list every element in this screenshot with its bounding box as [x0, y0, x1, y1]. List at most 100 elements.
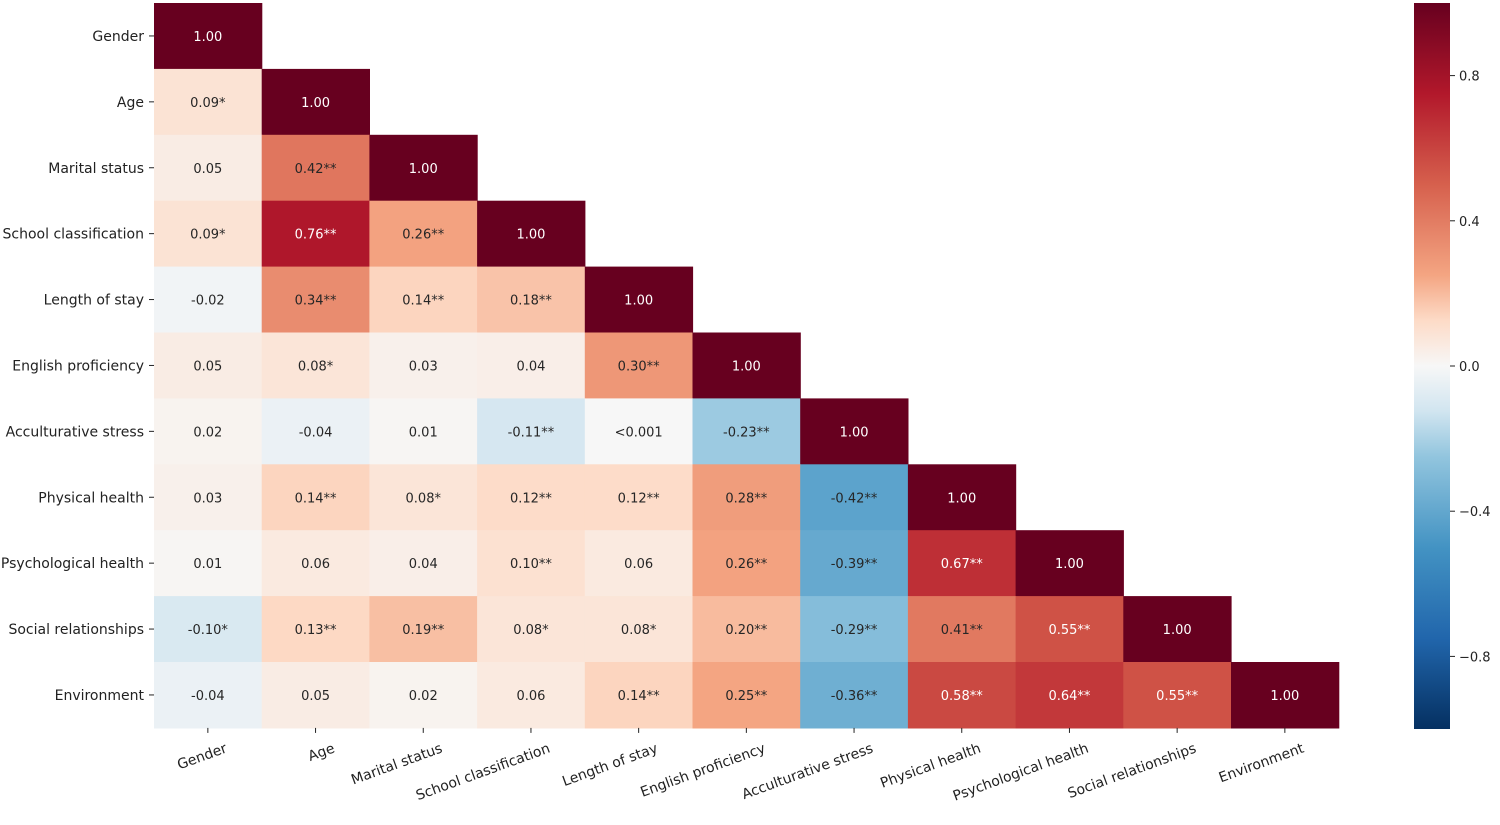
cell-label-6-3: -0.11** — [508, 425, 555, 440]
cell-label-7-2: 0.08* — [406, 491, 442, 506]
cell-label-5-2: 0.03 — [409, 359, 438, 374]
heatmap-cell-7-0 — [154, 464, 263, 531]
heatmap-cell-3-3 — [477, 200, 586, 268]
heatmap-cell-4-3 — [477, 266, 586, 334]
heatmap-cell-10-3 — [477, 662, 586, 729]
heatmap-cells: 1.00 0.09* 1.00 0.05 0.42** 1.00 0.09* 0.76** 0.… — [154, 3, 1340, 729]
heatmap-cell-7-7 — [907, 464, 1017, 531]
cell-label-8-0: 0.01 — [193, 557, 222, 572]
cell-label-9-1: 0.13** — [295, 623, 337, 638]
heatmap-cell-10-8 — [1015, 662, 1124, 729]
heatmap-cell-9-9 — [1123, 596, 1232, 663]
heatmap-cell-7-2 — [369, 464, 478, 531]
colorbar-tick-label-1: 0.4 — [1459, 215, 1480, 230]
y-label-social-relationships: Social relationships — [8, 622, 144, 638]
cell-label-10-2: 0.02 — [409, 689, 438, 704]
heatmap-cell-8-2 — [369, 530, 478, 597]
heatmap-cell-4-2 — [369, 266, 478, 334]
x-label-age: Age — [306, 741, 337, 765]
colorbar-tick-label-0: 0.8 — [1459, 70, 1480, 85]
cell-label-4-3: 0.18** — [510, 294, 552, 309]
colorbar-gradient — [1414, 3, 1450, 729]
heatmap-cell-5-3 — [477, 332, 586, 399]
heatmap-cell-10-0 — [154, 662, 263, 729]
cell-label-10-7: 0.58** — [941, 689, 983, 704]
cell-label-8-7: 0.67** — [941, 557, 983, 572]
y-axis-labels: Gender Age Marital status School classifica… — [1, 29, 154, 704]
heatmap-cell-6-2 — [369, 398, 478, 465]
heatmap-cell-3-1 — [261, 200, 370, 268]
heatmap-cell-10-10 — [1231, 662, 1340, 729]
heatmap-cell-8-1 — [261, 530, 370, 597]
cell-label-10-9: 0.55** — [1156, 689, 1198, 704]
cell-label-1-0: 0.09* — [190, 96, 226, 111]
heatmap-cell-8-3 — [477, 530, 586, 597]
y-label-age: Age — [117, 95, 144, 111]
cell-label-5-3: 0.04 — [516, 359, 545, 374]
heatmap-cell-6-6 — [800, 398, 909, 465]
heatmap-cell-4-4 — [584, 266, 694, 334]
heatmap-cell-9-8 — [1015, 596, 1124, 663]
cell-label-4-2: 0.14** — [402, 294, 444, 309]
cell-label-0-0: 1.00 — [193, 30, 222, 45]
cell-label-7-5: 0.28** — [725, 491, 767, 506]
cell-label-8-6: -0.39** — [831, 557, 878, 572]
cell-label-6-1: -0.04 — [299, 425, 333, 440]
cell-label-9-3: 0.08* — [513, 623, 549, 638]
cell-label-4-4: 1.00 — [624, 294, 653, 309]
heatmap-cell-6-5 — [692, 398, 801, 465]
cell-label-4-0: -0.02 — [191, 294, 225, 309]
cell-label-9-4: 0.08* — [621, 623, 657, 638]
cell-label-7-4: 0.12** — [618, 491, 660, 506]
y-label-school-classification: School classification — [3, 227, 144, 243]
heatmap-cell-9-7 — [907, 596, 1017, 663]
heatmap-cell-6-1 — [261, 398, 370, 465]
cell-label-9-0: -0.10* — [188, 623, 229, 638]
heatmap-cell-5-2 — [369, 332, 478, 399]
heatmap-cell-6-3 — [477, 398, 586, 465]
heatmap-cell-7-1 — [261, 464, 370, 531]
heatmap-cell-7-6 — [800, 464, 909, 531]
heatmap-cell-8-7 — [907, 530, 1017, 597]
cell-label-9-6: -0.29** — [831, 623, 878, 638]
colorbar: 0.8 0.4 0.0 −0.4 −0.8 — [1414, 3, 1491, 729]
heatmap-cell-4-0 — [154, 266, 263, 334]
cell-label-5-5: 1.00 — [732, 359, 761, 374]
cell-label-7-6: -0.42** — [831, 491, 878, 506]
heatmap-cell-1-0 — [154, 68, 263, 136]
cell-label-10-8: 0.64** — [1048, 689, 1090, 704]
heatmap-cell-8-0 — [154, 530, 263, 597]
cell-label-10-4: 0.14** — [618, 689, 660, 704]
y-label-environment: Environment — [55, 688, 145, 704]
cell-label-4-1: 0.34** — [295, 294, 337, 309]
cell-label-8-5: 0.26** — [725, 557, 767, 572]
y-label-english-proficiency: English proficiency — [12, 358, 144, 374]
heatmap-cell-2-2 — [369, 134, 478, 202]
heatmap-cell-7-3 — [477, 464, 586, 531]
heatmap-cell-9-5 — [692, 596, 801, 663]
heatmap-cell-6-4 — [584, 398, 694, 465]
cell-label-3-3: 1.00 — [516, 228, 545, 243]
cell-label-3-0: 0.09* — [190, 228, 226, 243]
cell-label-1-1: 1.00 — [301, 96, 330, 111]
y-label-acculturative-stress: Acculturative stress — [6, 424, 144, 440]
cell-label-9-2: 0.19** — [402, 623, 444, 638]
cell-label-5-1: 0.08* — [298, 359, 334, 374]
heatmap-cell-10-2 — [369, 662, 478, 729]
cell-label-7-1: 0.14** — [295, 491, 337, 506]
y-label-gender: Gender — [92, 29, 144, 45]
x-label-marital-status: Marital status — [349, 741, 444, 789]
cell-label-10-5: 0.25** — [725, 689, 767, 704]
cell-label-10-10: 1.00 — [1270, 689, 1299, 704]
heatmap-cell-10-9 — [1123, 662, 1232, 729]
heatmap-cell-5-0 — [154, 332, 263, 399]
x-label-gender: Gender — [175, 741, 229, 774]
cell-label-9-7: 0.41** — [941, 623, 983, 638]
y-label-psychological-health: Psychological health — [1, 556, 144, 572]
heatmap-cell-9-3 — [477, 596, 586, 663]
heatmap-cell-5-5 — [692, 332, 801, 399]
cell-label-3-2: 0.26** — [402, 228, 444, 243]
heatmap-cell-5-1 — [261, 332, 370, 399]
colorbar-tick-label-4: −0.8 — [1459, 650, 1491, 665]
heatmap-cell-9-2 — [369, 596, 478, 663]
